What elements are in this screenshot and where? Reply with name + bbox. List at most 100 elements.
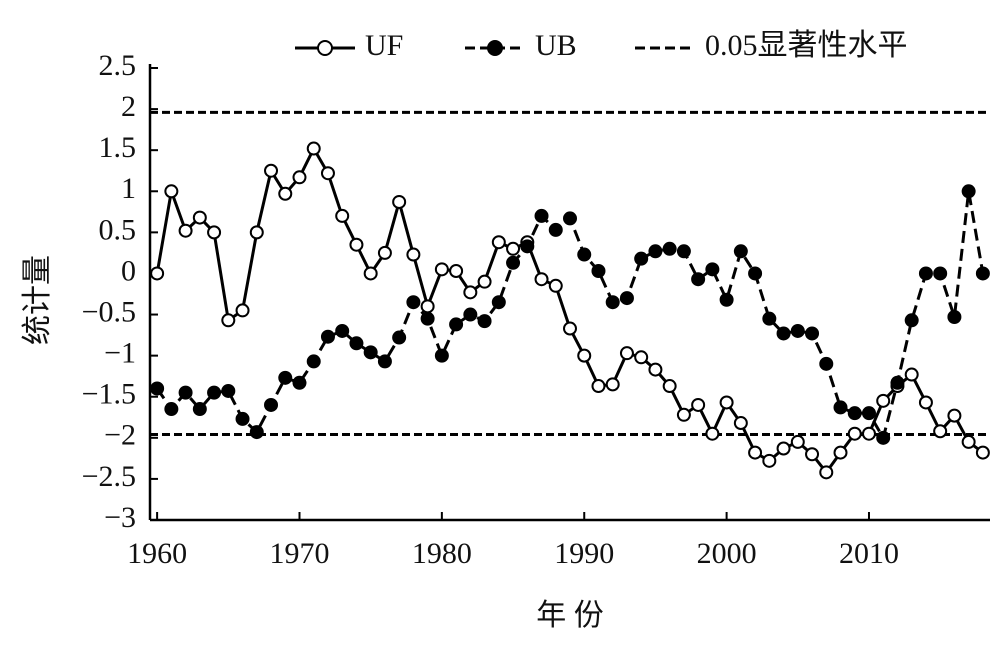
legend-marker <box>317 40 333 56</box>
x-tick-label: 1980 <box>412 537 472 570</box>
data-point <box>563 321 577 336</box>
x-tick-label: 1990 <box>554 537 614 570</box>
data-point <box>577 247 592 262</box>
data-point <box>320 329 335 344</box>
data-point <box>947 408 962 423</box>
data-point <box>292 375 307 390</box>
data-point <box>719 395 734 410</box>
data-point <box>207 385 222 400</box>
y-tick-label: −0.5 <box>82 295 136 328</box>
data-point <box>975 445 990 460</box>
data-point <box>534 272 549 287</box>
data-point <box>392 330 407 345</box>
data-point <box>548 278 563 293</box>
data-point <box>833 445 848 460</box>
data-point <box>306 141 321 156</box>
data-point <box>719 292 734 307</box>
data-point <box>491 235 506 250</box>
data-point <box>349 336 364 351</box>
data-point <box>150 381 165 396</box>
data-point <box>975 266 990 281</box>
data-point <box>762 453 777 468</box>
data-point <box>491 295 506 310</box>
y-axis-label: 统计量 <box>21 255 54 345</box>
data-point <box>790 434 805 449</box>
data-point <box>676 407 691 422</box>
data-point <box>904 367 919 382</box>
legend-label: UF <box>365 29 403 62</box>
data-point <box>406 247 421 262</box>
data-point <box>591 379 606 394</box>
data-point <box>363 345 378 360</box>
data-point <box>748 445 763 460</box>
data-point <box>306 354 321 369</box>
data-point <box>861 406 876 421</box>
data-point <box>292 170 307 185</box>
data-point <box>207 225 222 240</box>
data-point <box>420 299 435 314</box>
y-tick-label: −1.5 <box>82 378 136 411</box>
data-point <box>192 402 207 417</box>
data-point <box>762 311 777 326</box>
data-point <box>349 237 364 252</box>
y-tick-label: −2 <box>104 419 136 452</box>
data-point <box>619 291 634 306</box>
data-point <box>506 255 521 270</box>
data-point <box>833 400 848 415</box>
y-tick-label: −2.5 <box>82 460 136 493</box>
data-point <box>776 326 791 341</box>
data-point <box>278 370 293 385</box>
data-point <box>235 303 250 318</box>
series-line <box>155 191 985 442</box>
data-point <box>619 346 634 361</box>
y-tick-label: −3 <box>104 501 136 534</box>
data-point <box>221 383 236 398</box>
data-point <box>705 262 720 277</box>
legend-label: 0.05显著性水平 <box>705 29 908 62</box>
data-point <box>691 272 706 287</box>
data-point <box>434 348 449 363</box>
data-point <box>819 465 834 480</box>
data-point <box>805 447 820 462</box>
y-tick-label: 2.5 <box>99 49 137 82</box>
data-point <box>847 406 862 421</box>
data-point <box>164 184 179 199</box>
data-point <box>861 426 876 441</box>
data-point <box>534 208 549 223</box>
data-point <box>733 416 748 431</box>
data-point <box>634 350 649 365</box>
data-point <box>918 266 933 281</box>
x-tick-label: 1960 <box>127 537 187 570</box>
data-point <box>605 377 620 392</box>
data-point <box>335 323 350 338</box>
y-tick-label: 0.5 <box>99 213 137 246</box>
data-point <box>790 323 805 338</box>
data-point <box>377 354 392 369</box>
data-point <box>164 402 179 417</box>
data-point <box>264 163 279 178</box>
data-point <box>463 285 478 300</box>
data-point <box>918 395 933 410</box>
data-point <box>890 375 905 390</box>
data-point <box>178 385 193 400</box>
y-tick-label: 0 <box>121 254 136 287</box>
x-tick-label: 2000 <box>697 537 757 570</box>
data-point <box>463 307 478 322</box>
data-point <box>520 239 535 254</box>
data-point <box>577 348 592 363</box>
data-point <box>264 397 279 412</box>
data-point <box>933 424 948 439</box>
data-point <box>449 263 464 278</box>
y-tick-label: 1.5 <box>99 131 137 164</box>
data-point <box>961 184 976 199</box>
data-point <box>449 317 464 332</box>
data-point <box>563 211 577 226</box>
data-point <box>748 266 763 281</box>
data-point <box>662 379 677 394</box>
legend-marker <box>487 40 503 56</box>
data-point <box>691 397 706 412</box>
data-point <box>178 223 193 238</box>
data-point <box>876 430 891 445</box>
data-point <box>150 266 165 281</box>
